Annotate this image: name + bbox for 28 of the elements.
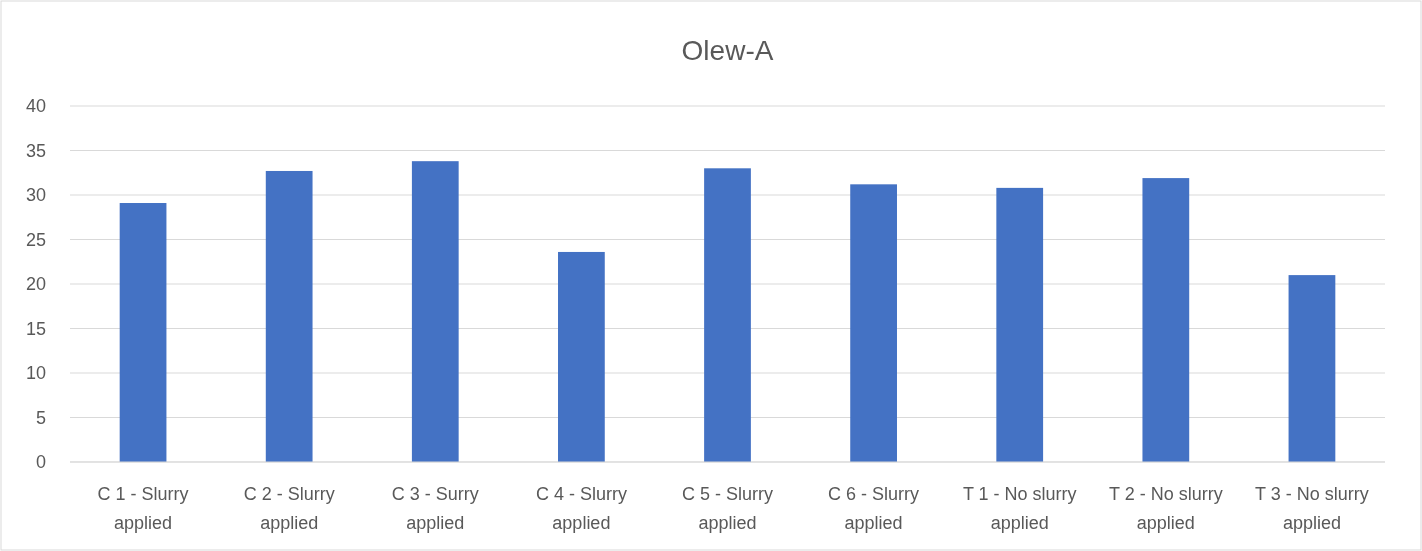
bar: [850, 184, 897, 462]
bar: [1288, 275, 1336, 462]
x-tick-label: T 3 - No slurry applied: [1255, 484, 1369, 533]
y-tick-label: 25: [25, 229, 46, 250]
bar: [704, 168, 751, 462]
x-tick-label: C 6 - Slurry applied: [828, 484, 920, 533]
x-tick-label: C 3 - Surry applied: [391, 484, 479, 533]
x-tick-label: T 1 - No slurry applied: [962, 484, 1077, 533]
x-tick-label: T 2 - No slurry applied: [1108, 484, 1223, 533]
bar: [996, 187, 1044, 462]
y-tick-label: 10: [25, 363, 46, 384]
y-tick-label: 40: [25, 96, 46, 117]
x-tick-label: C 1 - Slurry applied: [97, 484, 189, 533]
bar: [1142, 178, 1190, 462]
y-tick-label: 5: [35, 407, 46, 428]
bar: [119, 203, 167, 462]
y-tick-label: 20: [25, 274, 46, 295]
x-tick-label: C 5 - Slurry applied: [681, 484, 774, 533]
x-tick-label: C 4 - Slurry applied: [535, 484, 627, 533]
y-tick-label: 15: [25, 318, 46, 339]
bar: [265, 170, 313, 462]
y-tick-label: 30: [25, 185, 46, 206]
chart-title: Olew-A: [681, 35, 774, 66]
x-tick-label: C 2 - Slurry applied: [243, 484, 335, 533]
y-tick-label: 35: [25, 140, 46, 161]
bar: [411, 161, 459, 462]
y-tick-label: 0: [35, 452, 46, 473]
bar: [558, 251, 605, 462]
